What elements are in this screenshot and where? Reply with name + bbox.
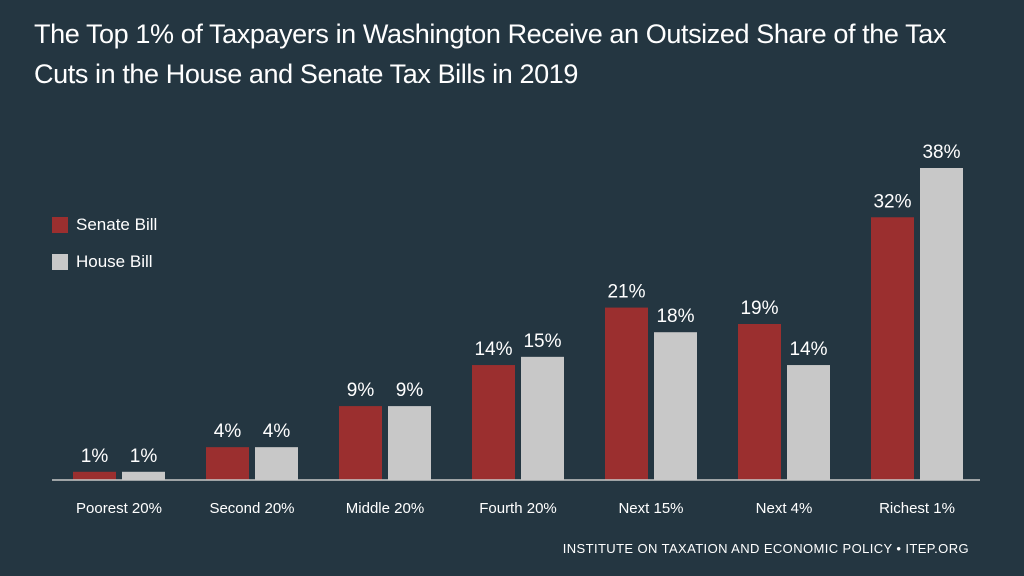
- data-label-house-bill-2: 9%: [396, 380, 424, 401]
- category-label-1: Second 20%: [209, 500, 294, 517]
- bar-house-bill-0: [122, 471, 165, 480]
- bar-house-bill-6: [920, 168, 963, 480]
- legend-swatch-senate: [52, 217, 68, 233]
- legend-swatch-house: [52, 254, 68, 270]
- bar-senate-bill-5: [738, 324, 781, 480]
- bar-house-bill-2: [388, 406, 431, 480]
- bar-senate-bill-2: [339, 406, 382, 480]
- category-label-5: Next 4%: [756, 500, 813, 517]
- bar-senate-bill-4: [605, 307, 648, 480]
- data-label-house-bill-4: 18%: [656, 306, 694, 327]
- bar-house-bill-5: [787, 365, 830, 480]
- data-label-senate-bill-2: 9%: [347, 380, 375, 401]
- data-label-senate-bill-3: 14%: [474, 339, 512, 360]
- bar-senate-bill-6: [871, 217, 914, 480]
- bar-house-bill-3: [521, 356, 564, 480]
- category-label-0: Poorest 20%: [76, 500, 162, 517]
- legend-item-house: House Bill: [52, 252, 153, 272]
- legend-item-senate: Senate Bill: [52, 215, 157, 235]
- data-label-senate-bill-1: 4%: [214, 421, 242, 442]
- category-label-6: Richest 1%: [879, 500, 955, 517]
- data-label-house-bill-1: 4%: [263, 421, 291, 442]
- data-label-senate-bill-0: 1%: [81, 446, 109, 467]
- source-footer: INSTITUTE ON TAXATION AND ECONOMIC POLIC…: [562, 541, 969, 556]
- data-label-senate-bill-6: 32%: [873, 191, 911, 212]
- data-label-house-bill-6: 38%: [922, 142, 960, 163]
- category-label-2: Middle 20%: [346, 500, 424, 517]
- bar-house-bill-4: [654, 332, 697, 480]
- data-label-senate-bill-4: 21%: [607, 282, 645, 303]
- category-label-3: Fourth 20%: [479, 500, 557, 517]
- legend-label-senate: Senate Bill: [76, 215, 158, 234]
- chart-title: The Top 1% of Taxpayers in Washington Re…: [34, 19, 946, 89]
- data-label-house-bill-3: 15%: [523, 331, 561, 352]
- data-label-house-bill-0: 1%: [130, 446, 158, 467]
- data-label-house-bill-5: 14%: [789, 339, 827, 360]
- bar-house-bill-1: [255, 447, 298, 480]
- bar-senate-bill-1: [206, 447, 249, 480]
- legend-label-house: House Bill: [76, 252, 153, 271]
- bar-senate-bill-3: [472, 365, 515, 480]
- bar-senate-bill-0: [73, 471, 116, 480]
- category-label-4: Next 15%: [618, 500, 683, 517]
- data-label-senate-bill-5: 19%: [740, 298, 778, 319]
